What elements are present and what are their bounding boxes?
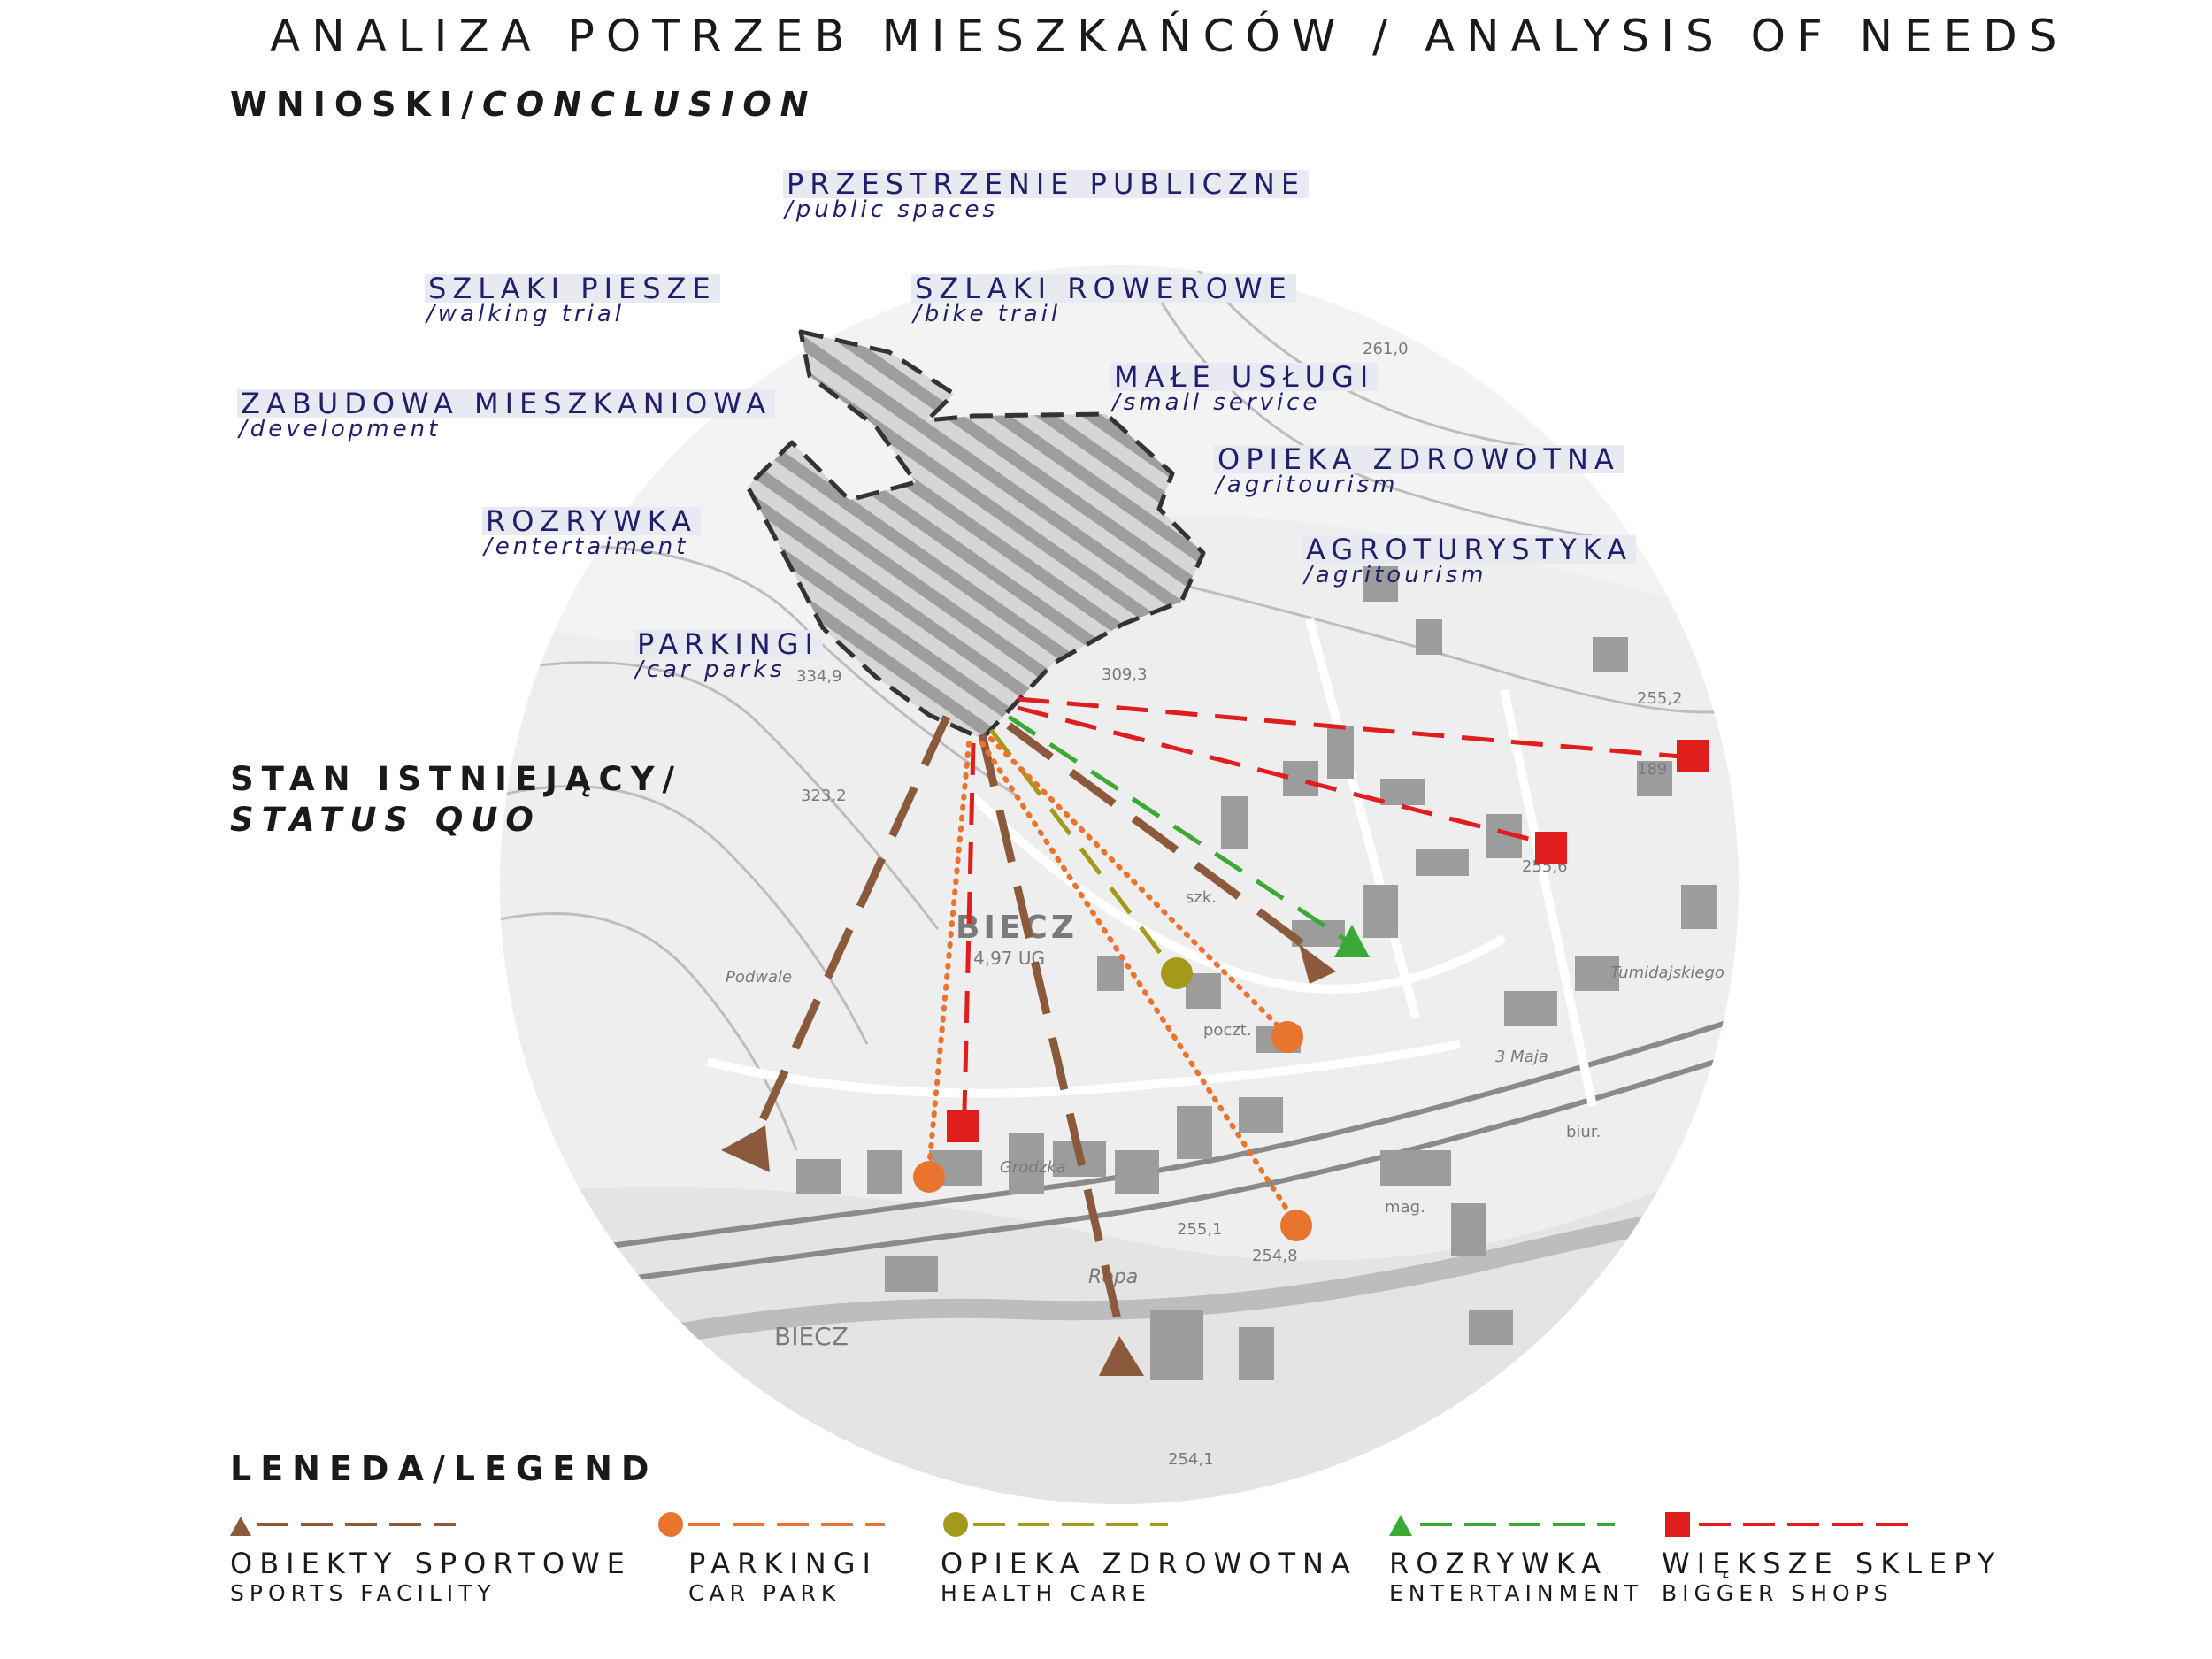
conclusion-en: CONCLUSION: [482, 85, 818, 124]
legend-parking-marker: [658, 1512, 683, 1537]
need-label-en: /development: [239, 416, 442, 442]
legend-parking-sublabel: CAR PARK: [688, 1580, 841, 1606]
map-town-label: BIECZ: [956, 910, 1078, 946]
map-street-4: Tumidajskiego: [1610, 964, 1724, 982]
map-elev-4: 255,2: [1637, 689, 1683, 708]
sport-line-3: [1006, 722, 1321, 959]
legend-sport-marker: [230, 1517, 251, 1536]
legend-health-label: OPIEKA ZDROWOTNA: [941, 1547, 1357, 1580]
map-elev-9: 189: [1637, 760, 1667, 779]
need-label-en: /agritourism: [1216, 472, 1399, 498]
need-label-en: /public spaces: [785, 196, 999, 223]
need-label-en: /walking trial: [426, 301, 625, 327]
parking-marker-3: [1280, 1210, 1312, 1241]
need-label-en: /entertaiment: [484, 534, 689, 560]
sport-marker-1: [721, 1125, 770, 1172]
legend-shops-sublabel: BIGGER SHOPS: [1662, 1580, 1893, 1606]
map-town2-label: BIECZ: [774, 1322, 849, 1351]
status-quo-heading: STAN ISTNIEJĄCY/ STATUS QUO: [230, 759, 682, 841]
map-poi-2: poczt.: [1203, 1021, 1252, 1040]
need-bike-trail: SZLAKI ROWEROWE /bike trail: [911, 274, 1296, 326]
map-elev-1: 334,9: [796, 667, 842, 686]
need-label-en: /agritourism: [1304, 562, 1487, 588]
map-elev-2: 309,3: [1102, 665, 1148, 684]
need-health-care: OPIEKA ZDROWOTNA /agritourism: [1214, 445, 1624, 496]
map-elev-3: 323,2: [801, 787, 847, 805]
map-elev-7: 254,8: [1252, 1247, 1298, 1265]
legend-health-sublabel: HEALTH CARE: [941, 1580, 1151, 1606]
map-elev-10: 254,1: [1168, 1450, 1214, 1469]
legend-sport-sublabel: SPORTS FACILITY: [230, 1580, 496, 1606]
sport-marker-3: [1299, 944, 1336, 984]
page-title: ANALIZA POTRZEB MIESZKAŃCÓW / ANALYSIS O…: [270, 11, 2069, 62]
map-street-1: Podwale: [726, 968, 792, 987]
need-label-pl: PRZESTRZENIE PUBLICZNE: [783, 170, 1310, 198]
parking-line-1: [926, 741, 972, 1171]
need-agritourism: AGROTURYSTYKA /agritourism: [1302, 535, 1636, 587]
map-markers: [721, 740, 1709, 1376]
need-label-pl: ZABUDOWA MIESZKANIOWA: [237, 389, 776, 418]
parking-line-2: [988, 736, 1286, 1033]
legend-parking-label: PARKINGI: [688, 1547, 878, 1580]
need-label-en: /bike trail: [913, 301, 1062, 327]
need-label-en: /small service: [1112, 389, 1321, 416]
need-development: ZABUDOWA MIESZKANIOWA /development: [237, 389, 776, 442]
conclusion-pl: WNIOSKI/: [230, 85, 482, 124]
shop-line-1: [1017, 696, 1682, 759]
need-label-en: /car parks: [635, 657, 786, 683]
legend-health-marker: [943, 1512, 968, 1537]
sport-line-2: [978, 733, 1124, 1329]
need-label-pl: PARKINGI: [634, 630, 823, 658]
status-en: STATUS QUO: [230, 801, 541, 839]
entertainment-marker: [1334, 925, 1370, 957]
need-walking-trail: SZLAKI PIESZE /walking trial: [425, 274, 720, 326]
need-label-pl: SZLAKI ROWEROWE: [911, 274, 1296, 303]
legend-sport-label: OBIEKTY SPORTOWE: [230, 1547, 632, 1580]
map-poi-1: szk.: [1186, 888, 1217, 907]
entertainment-line: [1007, 714, 1351, 945]
legend-entertainment-sublabel: ENTERTAINMENT: [1389, 1580, 1643, 1606]
map-poi-3: mag.: [1385, 1198, 1425, 1217]
legend-shops-label: WIĘKSZE SKLEPY: [1662, 1547, 2002, 1580]
need-small-service: MAŁE USŁUGI /small service: [1110, 363, 1379, 416]
parking-marker-1: [913, 1161, 945, 1193]
map-elev-8: 261,0: [1363, 340, 1409, 358]
shop-line-2: [1017, 705, 1554, 848]
parking-line-3: [979, 741, 1294, 1219]
need-label-pl: ROZRYWKA: [482, 507, 702, 535]
need-car-parks: PARKINGI /car parks: [634, 630, 823, 681]
need-label-pl: AGROTURYSTYKA: [1302, 535, 1636, 564]
legend-title: LENEDA/LEGEND: [230, 1449, 658, 1488]
status-pl: STAN ISTNIEJĄCY/: [230, 760, 683, 798]
shop-marker-3: [947, 1110, 979, 1142]
health-marker: [1161, 957, 1193, 989]
shop-line-3: [962, 742, 976, 1111]
map-street-2: Grodzka: [1000, 1158, 1066, 1177]
legend-symbols: [230, 1512, 1911, 1537]
sport-marker-2: [1099, 1336, 1144, 1376]
legend-entertainment-label: ROZRYWKA: [1389, 1547, 1609, 1580]
map-street-3: 3 Maja: [1495, 1048, 1548, 1066]
legend-entertainment-marker: [1389, 1515, 1412, 1536]
need-public-spaces: PRZESTRZENIE PUBLICZNE /public spaces: [783, 170, 1310, 223]
map-poi-4: biur.: [1566, 1123, 1601, 1141]
need-label-pl: MAŁE USŁUGI: [1110, 363, 1379, 391]
conclusion-heading: WNIOSKI/CONCLUSION: [230, 85, 818, 124]
need-label-pl: SZLAKI PIESZE: [425, 274, 720, 303]
legend-shops-marker: [1665, 1512, 1690, 1537]
shop-marker-2: [1535, 832, 1567, 864]
parking-marker-2: [1271, 1021, 1303, 1053]
need-label-pl: OPIEKA ZDROWOTNA: [1214, 445, 1624, 473]
shop-marker-1: [1677, 740, 1709, 772]
need-entertainment: ROZRYWKA /entertaiment: [482, 507, 702, 560]
map-elev-6: 255,1: [1177, 1220, 1223, 1239]
connection-lines: [757, 696, 1682, 1329]
